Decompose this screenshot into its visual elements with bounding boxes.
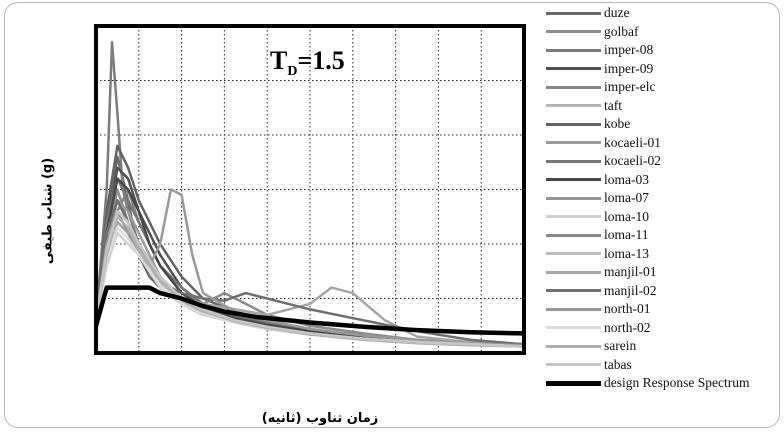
legend-label: golbaf (604, 23, 639, 39)
legend-item: loma-10 (546, 208, 782, 227)
legend-label: loma-13 (604, 245, 649, 261)
series-layer (93, 41, 525, 348)
legend-swatch (546, 326, 601, 330)
legend-item: taft (546, 97, 782, 116)
series-line-imper-08 (94, 41, 525, 347)
legend-item: loma-03 (546, 171, 782, 190)
legend-item: golbaf (546, 23, 782, 42)
chart-frame (4, 2, 780, 428)
legend-swatch (546, 85, 601, 89)
legend-swatch (546, 104, 601, 108)
legend-swatch (546, 215, 601, 219)
legend-swatch (546, 122, 601, 126)
td-annotation-main: T (270, 46, 288, 75)
y-axis-label: شتاب طیفی (g) (40, 157, 56, 265)
plot-border (94, 24, 526, 355)
legend-swatch (546, 270, 601, 274)
legend-label: manjil-01 (604, 264, 657, 280)
legend-label: north-01 (604, 301, 651, 317)
td-annotation: TD=1.5 (270, 46, 345, 80)
legend-swatch (546, 11, 601, 15)
legend-item: imper-09 (546, 60, 782, 79)
legend-item: tabas (546, 356, 782, 375)
legend-item: imper-elc (546, 78, 782, 97)
legend-swatch (546, 380, 601, 386)
legend-swatch (546, 307, 601, 311)
legend-label: imper-08 (604, 42, 654, 58)
legend-swatch (546, 159, 601, 163)
x-axis-label: زمان تناوب (ثانیه) (261, 411, 379, 426)
legend-label: taft (604, 97, 622, 113)
legend-label: imper-09 (604, 60, 654, 76)
legend-label: kobe (604, 116, 631, 132)
legend-item: duze (546, 4, 782, 23)
legend-swatch (546, 252, 601, 256)
legend-label: loma-03 (604, 171, 649, 187)
series-line-manjil-02 (94, 199, 525, 346)
legend-item: loma-11 (546, 226, 782, 245)
legend-item: north-01 (546, 300, 782, 319)
legend-swatch (546, 196, 601, 200)
legend-item: imper-08 (546, 41, 782, 60)
legend-label: loma-11 (604, 227, 649, 243)
legend-swatch (546, 178, 601, 182)
td-annotation-rest: =1.5 (297, 46, 345, 75)
legend-item: kocaeli-01 (546, 134, 782, 153)
legend-item: kobe (546, 115, 782, 134)
legend-label: imper-elc (604, 79, 656, 95)
legend-label: sarein (604, 338, 637, 354)
legend-swatch (546, 344, 601, 348)
legend-item: loma-13 (546, 245, 782, 264)
legend-label: kocaeli-02 (604, 153, 661, 169)
series-line-design-response-spectrum (93, 285, 525, 336)
legend-item: loma-07 (546, 189, 782, 208)
legend-item: manjil-02 (546, 282, 782, 301)
legend-item: manjil-01 (546, 263, 782, 282)
legend-swatch (546, 30, 601, 34)
legend-swatch (546, 233, 601, 237)
series-line-north-01 (94, 188, 525, 347)
legend-item: sarein (546, 337, 782, 356)
legend-label: loma-07 (604, 190, 649, 206)
legend-swatch (546, 67, 601, 71)
legend-label: north-02 (604, 319, 651, 335)
legend-label: kocaeli-01 (604, 134, 661, 150)
legend-swatch (546, 141, 601, 145)
legend-swatch (546, 289, 601, 293)
legend-swatch (546, 48, 601, 52)
legend-label: tabas (604, 356, 632, 372)
legend-item: north-02 (546, 319, 782, 338)
legend-item: design Response Spectrum (546, 374, 782, 393)
legend-item: kocaeli-02 (546, 152, 782, 171)
legend-label: duze (604, 5, 630, 21)
td-annotation-sub: D (287, 64, 298, 80)
legend-label: design Response Spectrum (604, 375, 750, 391)
legend-label: manjil-02 (604, 282, 657, 298)
legend-swatch (546, 363, 601, 367)
legend: duze golbaf imper-08 imper-09 imper-elc taft k… (546, 4, 782, 393)
legend-label: loma-10 (604, 208, 649, 224)
